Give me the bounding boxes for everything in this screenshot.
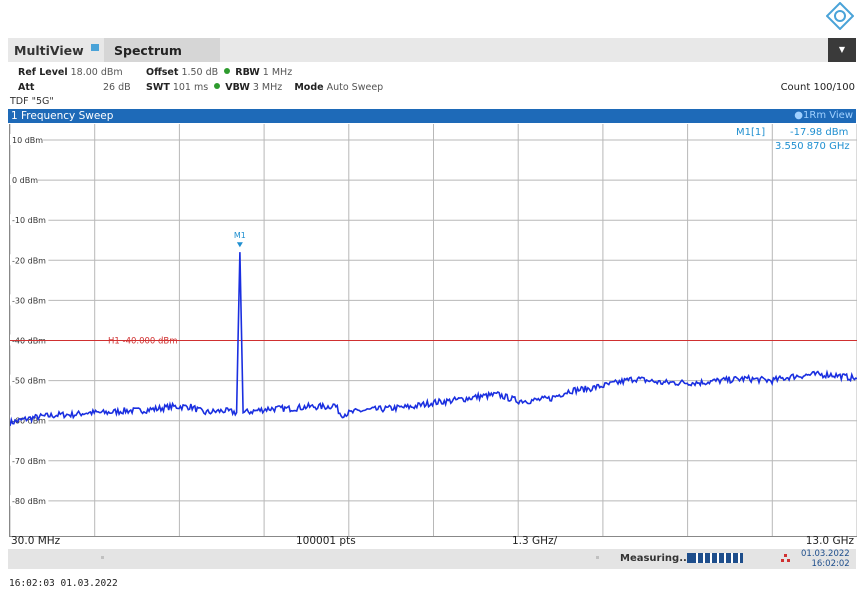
swt-label: SWT [146, 82, 170, 93]
trace-view-label: 1Rm View [803, 110, 853, 121]
y-tick-label-background [10, 254, 49, 266]
x-stop-frequency[interactable]: 13.0 GHz [805, 535, 854, 547]
header-row-1: Ref Level 18.00 dBm [18, 67, 123, 78]
vbw-status-icon [214, 83, 221, 89]
y-tick-label: -60 dBm [12, 417, 46, 426]
mode-value[interactable]: Auto Sweep [326, 82, 384, 93]
window-title: 1 Frequency Sweep [11, 110, 114, 122]
ref-level-label: Ref Level [18, 67, 68, 78]
y-tick-label-background [10, 294, 49, 306]
x-axis-bar: 30.0 MHz 100001 pts 1.3 GHz/ 13.0 GHz [9, 535, 856, 550]
plot-grid [10, 124, 857, 536]
status-separator-mid [596, 556, 599, 559]
sweep-points: 100001 pts [296, 535, 356, 547]
view-indicator-icon: ● [794, 110, 804, 121]
y-tick-label-background [10, 214, 49, 226]
y-tick-label: 0 dBm [12, 176, 38, 185]
y-tick-label-background [10, 374, 49, 386]
y-tick-label: -80 dBm [12, 497, 46, 506]
offset-value[interactable]: 1.50 dB [181, 67, 219, 78]
x-start-frequency[interactable]: 30.0 MHz [11, 535, 61, 547]
y-tick-label: -50 dBm [12, 377, 46, 386]
y-tick-label: 10 dBm [12, 136, 43, 145]
marker-readout-name: M1[1] [736, 127, 766, 138]
y-tick-label: -70 dBm [12, 457, 46, 466]
window-title-bar[interactable] [8, 109, 856, 123]
measurement-progress-icon [687, 553, 743, 563]
status-bar [8, 549, 856, 569]
y-tick-label-background [10, 494, 49, 506]
spectrum-trace [10, 252, 857, 427]
status-separator-left [101, 556, 104, 559]
marker-readout-frequency: 3.550 870 GHz [775, 141, 850, 152]
mode-label: Mode [294, 82, 324, 93]
y-tick-label-background [10, 174, 38, 186]
y-tick-label-background [10, 414, 49, 426]
status-date: 01.03.2022 [801, 549, 850, 559]
tab-spectrum-label: Spectrum [114, 43, 182, 58]
vbw-value[interactable]: 3 MHz [252, 82, 283, 93]
marker-readout-level: -17.98 dBm [790, 127, 849, 138]
threshold-label: H1 -40.000 dBm [108, 337, 178, 347]
y-tick-label: -10 dBm [12, 216, 46, 225]
swt-value[interactable]: 101 ms [172, 82, 209, 93]
status-datetime: 01.03.2022 16:02:02 [801, 549, 850, 569]
att-label: Att [18, 82, 35, 93]
trace-view-indicator[interactable]: ●1Rm View [794, 110, 853, 121]
offset-setting: Offset 1.50 dB RBW 1 MHz [146, 67, 292, 78]
y-tick-label-background [10, 134, 44, 145]
att-value-cell: 26 dB [103, 82, 131, 93]
ref-level-value[interactable]: 18.00 dBm [70, 67, 123, 78]
tab-spectrum[interactable] [104, 38, 220, 62]
rbw-status-icon [224, 68, 231, 74]
rohde-schwarz-logo-icon [826, 2, 854, 30]
footer-timestamp: 16:02:03 01.03.2022 [9, 578, 118, 589]
marker-label: M1 [234, 231, 246, 240]
multiview-indicator-icon [91, 44, 99, 51]
att-value[interactable]: 26 dB [103, 82, 131, 93]
header-row-2: SWT 101 ms VBW 3 MHz Mode Auto Sweep [146, 82, 383, 93]
rbw-label: RBW [235, 67, 260, 78]
frequency-per-division: 1.3 GHz/ [512, 535, 558, 547]
att-label-cell: Att [18, 82, 34, 93]
sweep-count: Count 100/100 [780, 82, 855, 93]
vbw-label: VBW [225, 82, 250, 93]
marker-triangle-icon[interactable] [236, 242, 243, 248]
y-tick-label: -20 dBm [12, 256, 46, 265]
tab-multiview[interactable]: MultiView [14, 43, 84, 58]
rbw-value[interactable]: 1 MHz [262, 67, 293, 78]
y-tick-label: -30 dBm [12, 296, 46, 305]
measuring-status: Measuring... [620, 553, 691, 564]
tdf-label: TDF "5G" [10, 96, 54, 107]
y-tick-label-background [10, 454, 49, 466]
status-time: 16:02:02 [811, 559, 850, 569]
offset-label: Offset [146, 67, 179, 78]
menu-dropdown-button[interactable]: ▼ [828, 38, 856, 62]
network-status-icon [781, 554, 790, 562]
